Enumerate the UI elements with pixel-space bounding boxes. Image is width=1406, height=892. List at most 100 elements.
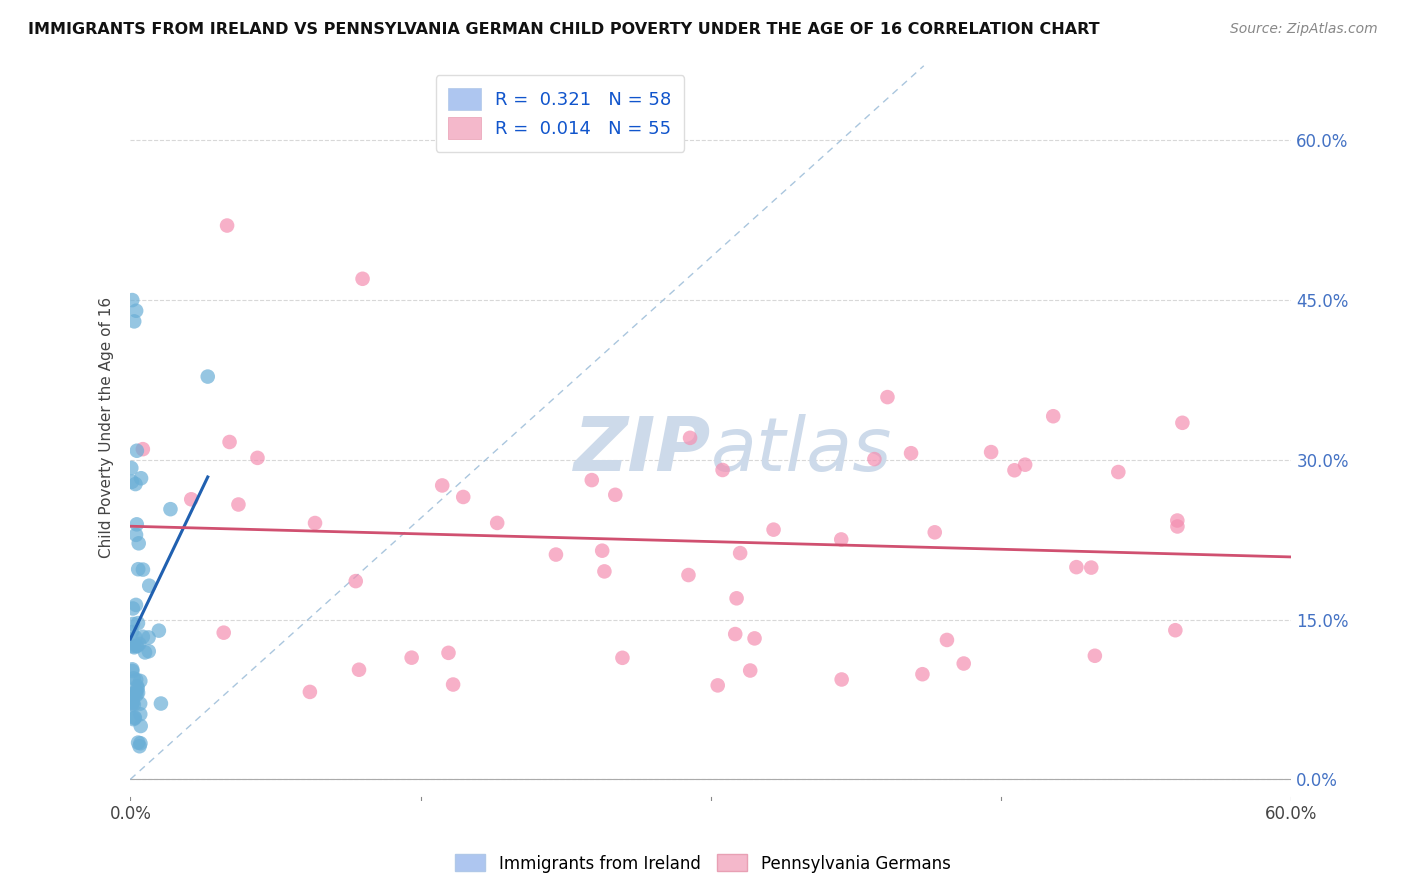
Point — [1066, 560, 1088, 574]
Point — [125, 688, 148, 702]
Point — [125, 303, 148, 318]
Point — [486, 516, 509, 530]
Point — [128, 536, 150, 550]
Point — [612, 650, 634, 665]
Point — [591, 543, 613, 558]
Point — [125, 673, 148, 687]
Point — [581, 473, 603, 487]
Point — [762, 523, 785, 537]
Point — [132, 630, 155, 644]
Point — [125, 517, 148, 532]
Point — [127, 639, 149, 653]
Point — [122, 696, 145, 710]
Text: IMMIGRANTS FROM IRELAND VS PENNSYLVANIA GERMAN CHILD POVERTY UNDER THE AGE OF 16: IMMIGRANTS FROM IRELAND VS PENNSYLVANIA … — [28, 22, 1099, 37]
Point — [124, 477, 146, 491]
Point — [129, 707, 152, 722]
Point — [1107, 465, 1129, 479]
Point — [401, 650, 423, 665]
Point — [441, 677, 464, 691]
Point — [952, 657, 974, 671]
Point — [125, 639, 148, 653]
Point — [706, 678, 728, 692]
Point — [980, 445, 1002, 459]
Point — [132, 442, 155, 457]
Point — [122, 712, 145, 726]
Point — [1164, 624, 1187, 638]
Point — [122, 639, 145, 653]
Point — [831, 673, 853, 687]
Point — [304, 516, 326, 530]
Legend: Immigrants from Ireland, Pennsylvania Germans: Immigrants from Ireland, Pennsylvania Ge… — [449, 847, 957, 880]
Text: ZIP: ZIP — [574, 414, 711, 487]
Point — [129, 673, 152, 688]
Point — [744, 632, 766, 646]
Point — [124, 710, 146, 724]
Point — [122, 314, 145, 328]
Point — [159, 502, 181, 516]
Point — [122, 616, 145, 631]
Point — [830, 533, 852, 547]
Point — [128, 739, 150, 754]
Point — [678, 568, 700, 582]
Point — [212, 625, 235, 640]
Point — [125, 443, 148, 458]
Point — [127, 736, 149, 750]
Text: atlas: atlas — [711, 414, 893, 486]
Point — [725, 591, 748, 606]
Point — [298, 685, 321, 699]
Point — [132, 563, 155, 577]
Point — [134, 645, 156, 659]
Point — [1166, 519, 1188, 533]
Point — [138, 644, 160, 658]
Point — [246, 450, 269, 465]
Point — [121, 293, 143, 307]
Point — [728, 546, 751, 560]
Point — [138, 631, 160, 645]
Point — [122, 640, 145, 655]
Point — [197, 369, 219, 384]
Point — [129, 471, 152, 485]
Point — [121, 625, 143, 640]
Point — [121, 664, 143, 678]
Point — [432, 478, 454, 492]
Point — [593, 565, 616, 579]
Point — [1042, 409, 1064, 424]
Point — [125, 684, 148, 698]
Point — [120, 461, 142, 475]
Point — [127, 686, 149, 700]
Point — [911, 667, 934, 681]
Point — [228, 498, 250, 512]
Point — [344, 574, 367, 588]
Point — [1004, 463, 1026, 477]
Point — [936, 632, 959, 647]
Point — [679, 431, 702, 445]
Point — [148, 624, 170, 638]
Point — [217, 219, 239, 233]
Point — [1166, 514, 1188, 528]
Point — [122, 698, 145, 712]
Point — [711, 463, 734, 477]
Point — [129, 697, 152, 711]
Point — [724, 627, 747, 641]
Point — [121, 475, 143, 489]
Point — [437, 646, 460, 660]
Point — [218, 435, 240, 450]
Point — [129, 736, 152, 750]
Point — [127, 616, 149, 631]
Point — [1014, 458, 1036, 472]
Point — [544, 548, 567, 562]
Point — [128, 637, 150, 651]
Point — [127, 679, 149, 693]
Point — [876, 390, 898, 404]
Point — [124, 631, 146, 645]
Point — [127, 562, 149, 576]
Point — [121, 662, 143, 676]
Point — [863, 452, 886, 467]
Point — [451, 490, 474, 504]
Point — [125, 528, 148, 542]
Text: Source: ZipAtlas.com: Source: ZipAtlas.com — [1230, 22, 1378, 37]
Point — [900, 446, 922, 460]
Point — [149, 697, 172, 711]
Point — [129, 719, 152, 733]
Point — [120, 698, 142, 712]
